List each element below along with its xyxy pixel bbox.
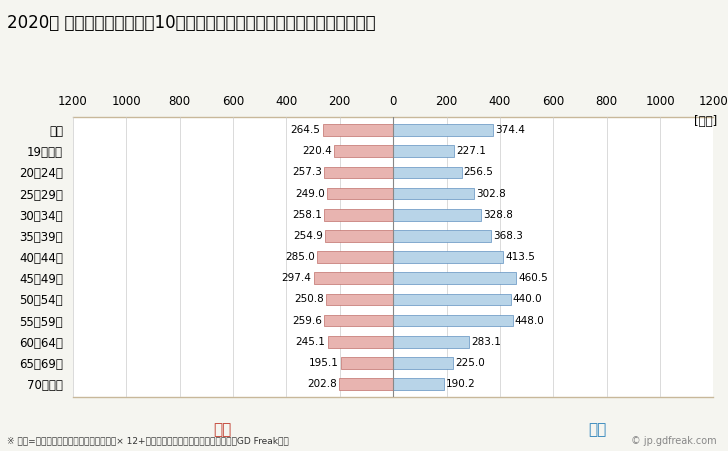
Text: 297.4: 297.4	[282, 273, 312, 283]
Bar	[393, 188, 474, 199]
Text: 227.1: 227.1	[456, 146, 486, 156]
Bar	[323, 124, 393, 136]
Text: 258.1: 258.1	[292, 210, 322, 220]
Text: 254.9: 254.9	[293, 231, 323, 241]
Bar	[393, 166, 462, 178]
Bar	[334, 145, 393, 157]
Bar	[393, 209, 481, 221]
Text: 285.0: 285.0	[285, 252, 315, 262]
Text: 413.5: 413.5	[506, 252, 536, 262]
Text: 264.5: 264.5	[290, 125, 320, 135]
Bar	[393, 315, 513, 327]
Bar	[314, 272, 393, 284]
Text: 328.8: 328.8	[483, 210, 513, 220]
Bar	[393, 272, 516, 284]
Text: 2020年 民間企業（従業者数10人以上）フルタイム労働者の男女別平均年収: 2020年 民間企業（従業者数10人以上）フルタイム労働者の男女別平均年収	[7, 14, 376, 32]
Bar	[341, 357, 393, 369]
Bar	[393, 145, 454, 157]
Text: 男性: 男性	[587, 422, 606, 437]
Bar	[393, 294, 510, 305]
Text: © jp.gdfreak.com: © jp.gdfreak.com	[631, 436, 717, 446]
Text: 女性: 女性	[213, 422, 232, 437]
Bar	[393, 230, 491, 242]
Text: 302.8: 302.8	[476, 189, 506, 198]
Text: [万円]: [万円]	[694, 115, 717, 128]
Text: 220.4: 220.4	[302, 146, 332, 156]
Bar	[393, 124, 493, 136]
Text: 460.5: 460.5	[518, 273, 548, 283]
Text: 256.5: 256.5	[464, 167, 494, 177]
Bar	[317, 251, 393, 263]
Text: 245.1: 245.1	[296, 337, 325, 347]
Bar	[324, 209, 393, 221]
Text: 195.1: 195.1	[309, 358, 339, 368]
Text: 283.1: 283.1	[471, 337, 501, 347]
Bar	[393, 336, 469, 348]
Bar	[393, 357, 453, 369]
Text: 202.8: 202.8	[307, 379, 337, 389]
Text: 190.2: 190.2	[446, 379, 476, 389]
Text: 448.0: 448.0	[515, 316, 545, 326]
Bar	[393, 251, 504, 263]
Bar	[324, 315, 393, 327]
Bar	[328, 336, 393, 348]
Text: 250.8: 250.8	[294, 295, 324, 304]
Bar	[325, 166, 393, 178]
Text: 440.0: 440.0	[513, 295, 542, 304]
Text: 374.4: 374.4	[495, 125, 525, 135]
Text: 249.0: 249.0	[295, 189, 325, 198]
Text: 368.3: 368.3	[494, 231, 523, 241]
Text: 257.3: 257.3	[293, 167, 323, 177]
Bar	[325, 230, 393, 242]
Text: 225.0: 225.0	[455, 358, 485, 368]
Bar	[326, 294, 393, 305]
Bar	[339, 378, 393, 390]
Bar	[327, 188, 393, 199]
Bar	[393, 378, 444, 390]
Text: 259.6: 259.6	[292, 316, 322, 326]
Text: ※ 年収=「きまって支給する現金給与額」× 12+「年間賞与その他特別給与額」としてGD Freak推計: ※ 年収=「きまって支給する現金給与額」× 12+「年間賞与その他特別給与額」と…	[7, 437, 289, 446]
